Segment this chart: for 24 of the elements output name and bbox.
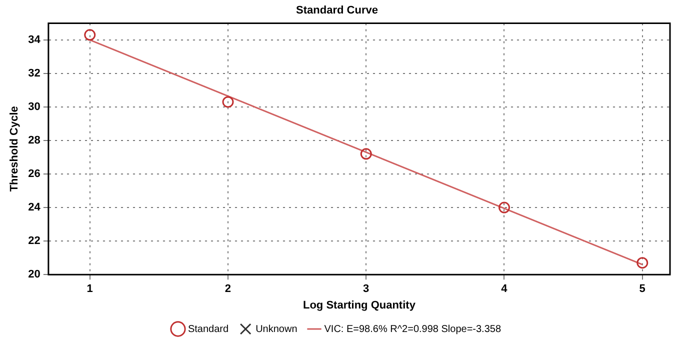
y-tick-label: 34 (28, 34, 42, 46)
point (222, 96, 234, 108)
y-tick-label: 26 (28, 168, 40, 180)
legend-label: Standard (188, 324, 229, 335)
point (636, 257, 648, 269)
y-axis-title: Threshold Cycle (8, 106, 21, 192)
point (84, 29, 96, 41)
y-tick-label: 22 (28, 235, 40, 248)
y-tick-label: 32 (28, 68, 40, 80)
x-axis-title: Log Starting Quantity (302, 299, 416, 312)
point (360, 148, 372, 160)
y-tick-label: 20 (28, 268, 40, 281)
x-tick-label: 1 (86, 283, 93, 296)
point (498, 202, 510, 214)
x-tick-label: 4 (501, 283, 508, 296)
x-tick-label: 2 (224, 283, 232, 296)
x-tick-label: 5 (639, 283, 646, 296)
y-tick-label: 28 (28, 134, 40, 147)
legend-label: Unknown (256, 324, 298, 335)
legend-label: VIC: E=98.6% R^2=0.998 Slope=-3.358 (324, 324, 502, 335)
chart-title: Standard Curve (296, 4, 378, 17)
x-tick-label: 3 (363, 283, 370, 296)
y-tick-label: 24 (28, 202, 42, 214)
y-tick-label: 30 (28, 101, 40, 114)
